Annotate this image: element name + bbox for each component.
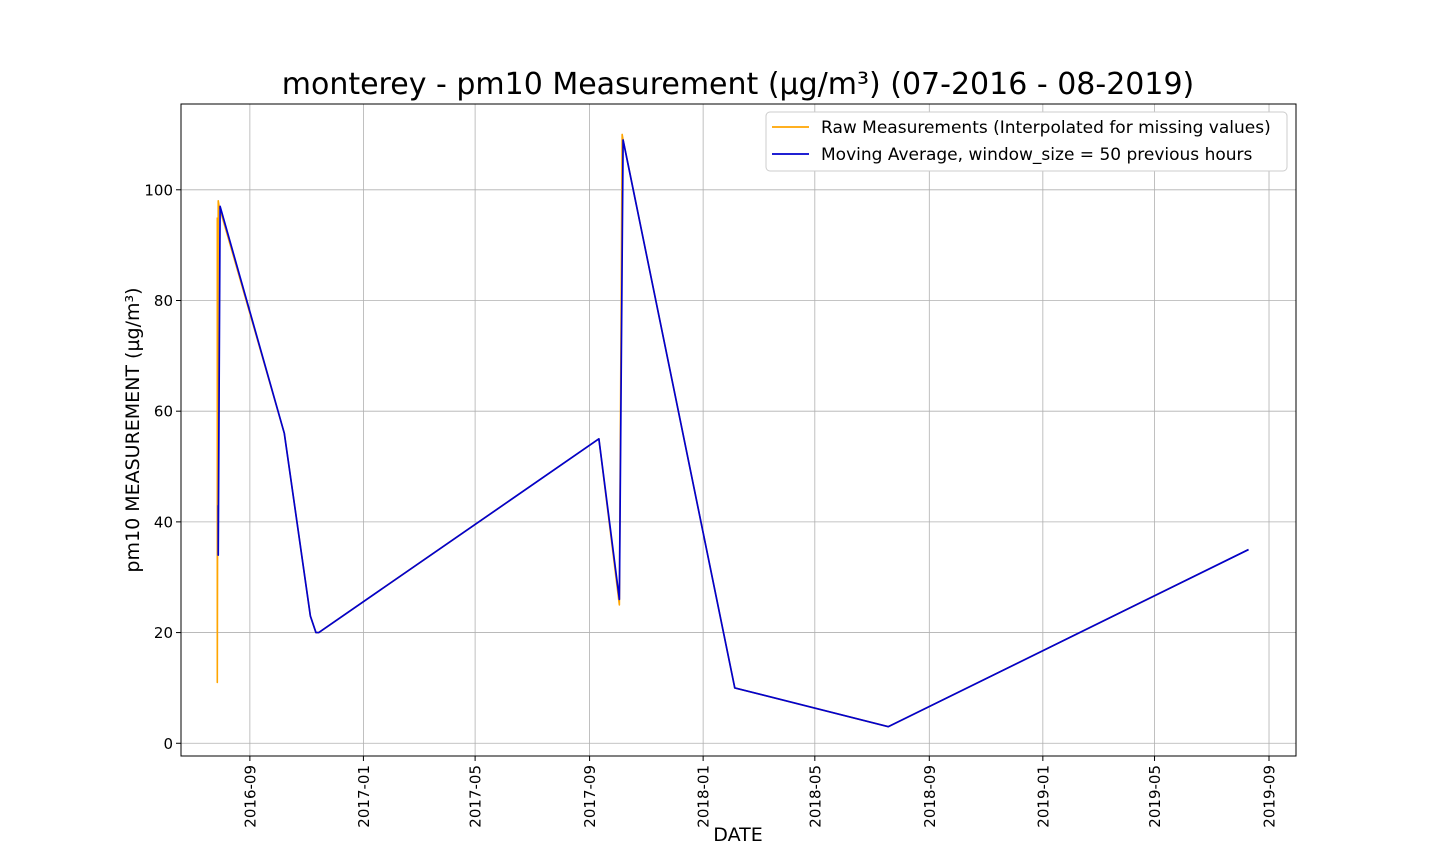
x-tick-label: 2018-09 bbox=[921, 765, 939, 828]
series-line-moving-average bbox=[217, 139, 1249, 728]
chart-title: monterey - pm10 Measurement (µg/m³) (07-… bbox=[282, 67, 1195, 102]
legend-label: Moving Average, window_size = 50 previou… bbox=[821, 145, 1253, 165]
plot-area bbox=[216, 133, 1249, 728]
x-axis-label: DATE bbox=[713, 824, 762, 846]
x-tick-label: 2019-01 bbox=[1034, 765, 1052, 828]
x-tick-label: 2017-01 bbox=[355, 765, 373, 828]
legend: Raw Measurements (Interpolated for missi… bbox=[765, 111, 1288, 172]
x-tick-label: 2017-05 bbox=[467, 765, 485, 828]
x-axis: 2016-09 2017-01 2017-05 2017-09 2018-01 2018-… bbox=[241, 756, 1279, 828]
y-tick-label: 40 bbox=[154, 513, 173, 531]
plot-frame bbox=[180, 103, 1297, 757]
x-tick-label: 2018-01 bbox=[695, 765, 713, 828]
legend-box bbox=[765, 111, 1288, 172]
y-tick-label: 80 bbox=[154, 292, 173, 310]
y-tick-label: 60 bbox=[154, 403, 173, 421]
y-tick-label: 0 bbox=[163, 735, 173, 753]
y-tick-label: 20 bbox=[154, 624, 173, 642]
x-tick-label: 2017-09 bbox=[581, 765, 599, 828]
y-axis: 0 20 40 60 80 100 bbox=[144, 181, 181, 753]
x-tick-label: 2019-05 bbox=[1146, 765, 1164, 828]
y-tick-label: 100 bbox=[144, 181, 173, 199]
legend-label: Raw Measurements (Interpolated for missi… bbox=[821, 118, 1271, 138]
series-line-raw bbox=[216, 133, 1249, 728]
x-tick-label: 2016-09 bbox=[241, 765, 259, 828]
grid bbox=[181, 104, 1296, 756]
x-tick-label: 2019-09 bbox=[1261, 765, 1279, 828]
x-tick-label: 2018-05 bbox=[806, 765, 824, 828]
y-axis-label: pm10 MEASUREMENT (µg/m³) bbox=[122, 287, 144, 572]
